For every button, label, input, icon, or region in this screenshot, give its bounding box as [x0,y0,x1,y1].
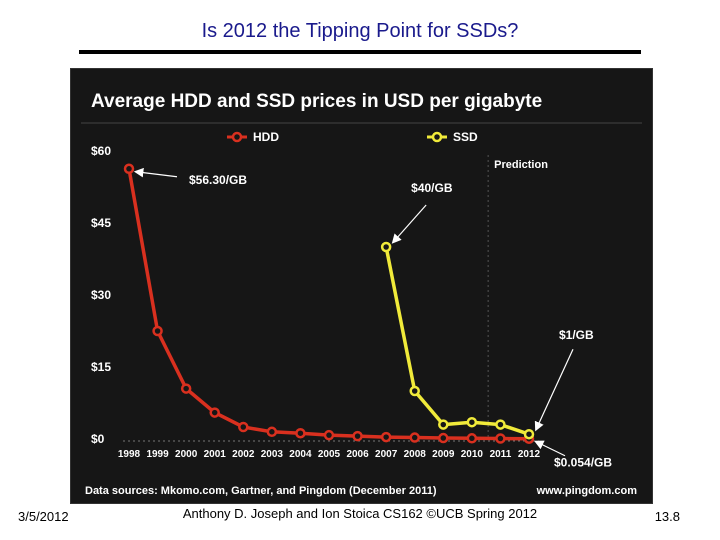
annotation-arrow [391,204,427,244]
x-tick-label: 1998 [118,449,141,460]
data-point-hdd [180,383,192,394]
title-divider [79,50,641,54]
annotation-arrow [534,440,566,457]
x-tick-label: 2010 [461,449,484,460]
data-point-hdd [495,433,506,444]
footer-page-number: 13.8 [654,509,680,524]
site-text: www.pingdom.com [536,485,638,497]
x-tick-label: 2000 [175,449,198,460]
x-tick-label: 1999 [146,449,169,460]
data-point-hdd [323,429,335,441]
series-line-hdd [127,167,531,441]
data-point-ssd [438,419,449,430]
x-tick-label: 2007 [375,449,398,460]
annotation-arrow [534,348,574,432]
x-tick-label: 2002 [232,449,255,460]
slide-title: Is 2012 the Tipping Point for SSDs? [201,20,519,42]
data-point-hdd [238,421,249,433]
data-point-hdd [266,426,278,438]
data-point-ssd [466,416,478,428]
data-point-hdd [409,432,420,443]
annotation-label: $56.30/GB [189,173,247,187]
annotation-label: $1/GB [559,328,594,342]
data-point-hdd [152,325,163,337]
data-point-hdd [123,163,135,175]
data-point-ssd [409,385,420,397]
x-tick-label: 2006 [346,449,369,460]
y-tick-label: $15 [91,360,111,374]
footer-credit: Anthony D. Joseph and Ion Stoica CS162 ©… [182,506,538,521]
data-point-hdd [466,433,478,444]
chart-panel: Average HDD and SSD prices in USD per gi… [70,68,653,504]
data-point-hdd [380,431,392,443]
data-point-ssd [523,428,535,440]
data-point-ssd [380,241,392,253]
x-tick-label: 2008 [404,449,427,460]
x-tick-label: 2005 [318,449,341,460]
chart-title: Average HDD and SSD prices in USD per gi… [91,91,542,112]
series-line-ssd [384,245,531,436]
price-chart: Average HDD and SSD prices in USD per gi… [81,91,642,497]
data-point-ssd [495,419,506,430]
y-tick-label: $45 [91,216,111,230]
x-tick-label: 2011 [490,449,512,460]
x-tick-label: 2012 [518,449,541,460]
x-tick-label: 2004 [289,449,312,460]
prediction-label: Prediction [494,159,548,171]
annotation-label: $0.054/GB [554,456,612,470]
legend-label: SSD [453,130,478,144]
y-tick-label: $30 [91,288,111,302]
footer-date: 3/5/2012 [18,509,69,524]
annotation-label: $40/GB [411,181,453,195]
x-tick-label: 2003 [261,449,284,460]
data-point-hdd [209,407,220,418]
data-point-hdd [352,430,363,442]
y-tick-label: $60 [91,144,111,158]
data-point-hdd [438,432,449,444]
legend-marker [231,131,243,143]
data-point-hdd [295,427,306,439]
legend-label: HDD [253,130,279,144]
source-text: Data sources: Mkomo.com, Gartner, and Pi… [85,485,437,497]
annotation-arrow [133,167,178,178]
x-tick-label: 2009 [432,449,455,460]
legend-marker [431,131,443,143]
x-tick-label: 2001 [204,449,227,460]
y-tick-label: $0 [91,432,105,446]
